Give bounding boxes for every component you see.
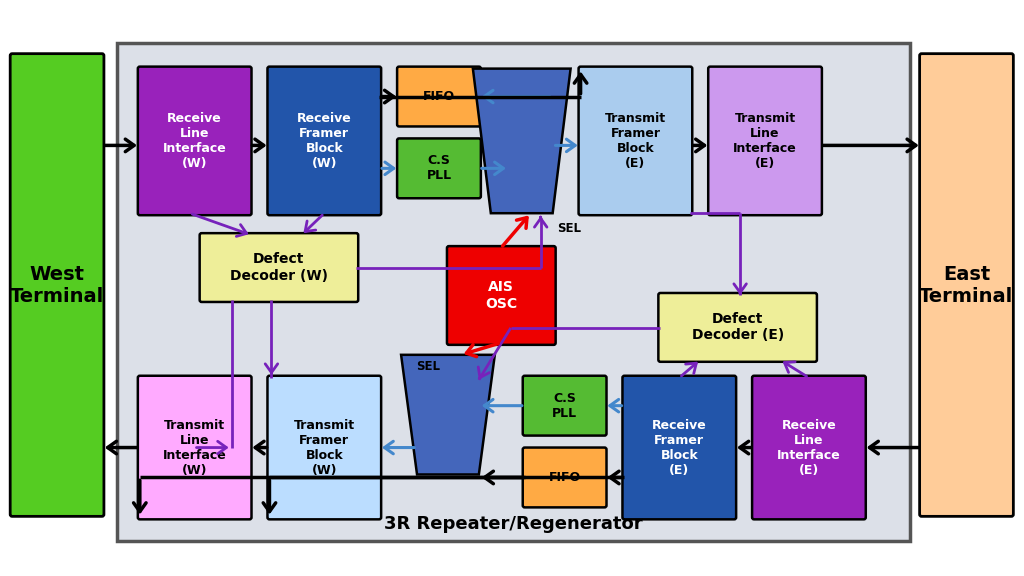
- Text: West
Terminal: West Terminal: [10, 264, 104, 305]
- Text: FIFO: FIFO: [549, 471, 581, 484]
- Polygon shape: [401, 355, 495, 475]
- FancyBboxPatch shape: [522, 376, 606, 435]
- Text: FIFO: FIFO: [423, 90, 455, 103]
- Text: SEL: SEL: [557, 222, 581, 235]
- Text: East
Terminal: East Terminal: [920, 264, 1014, 305]
- FancyBboxPatch shape: [138, 67, 252, 215]
- FancyBboxPatch shape: [522, 448, 606, 507]
- FancyBboxPatch shape: [397, 138, 481, 198]
- FancyBboxPatch shape: [138, 376, 252, 520]
- Text: Transmit
Line
Interface
(E): Transmit Line Interface (E): [733, 112, 797, 170]
- Text: C.S
PLL: C.S PLL: [426, 154, 452, 183]
- Text: AIS
OSC: AIS OSC: [485, 281, 517, 310]
- FancyBboxPatch shape: [397, 67, 481, 127]
- FancyBboxPatch shape: [920, 54, 1014, 516]
- FancyBboxPatch shape: [658, 293, 817, 362]
- FancyBboxPatch shape: [10, 54, 103, 516]
- Text: Transmit
Line
Interface
(W): Transmit Line Interface (W): [163, 419, 226, 476]
- FancyBboxPatch shape: [752, 376, 865, 520]
- FancyBboxPatch shape: [579, 67, 692, 215]
- Text: C.S
PLL: C.S PLL: [552, 392, 578, 420]
- FancyBboxPatch shape: [267, 67, 381, 215]
- Text: Receive
Line
Interface
(W): Receive Line Interface (W): [163, 112, 226, 170]
- FancyBboxPatch shape: [267, 376, 381, 520]
- Text: 3R Repeater/Regenerator: 3R Repeater/Regenerator: [384, 516, 643, 533]
- Text: Transmit
Framer
Block
(E): Transmit Framer Block (E): [605, 112, 666, 170]
- FancyBboxPatch shape: [117, 43, 909, 541]
- Text: Receive
Framer
Block
(E): Receive Framer Block (E): [652, 419, 707, 476]
- Text: Defect
Decoder (E): Defect Decoder (E): [691, 312, 783, 343]
- Text: Defect
Decoder (W): Defect Decoder (W): [230, 252, 328, 283]
- FancyBboxPatch shape: [446, 246, 556, 345]
- Text: Transmit
Framer
Block
(W): Transmit Framer Block (W): [294, 419, 355, 476]
- Text: Receive
Framer
Block
(W): Receive Framer Block (W): [297, 112, 351, 170]
- FancyBboxPatch shape: [709, 67, 822, 215]
- Polygon shape: [473, 69, 570, 213]
- FancyBboxPatch shape: [200, 233, 358, 302]
- FancyBboxPatch shape: [623, 376, 736, 520]
- Text: SEL: SEL: [416, 360, 440, 373]
- Text: Receive
Line
Interface
(E): Receive Line Interface (E): [777, 419, 841, 476]
